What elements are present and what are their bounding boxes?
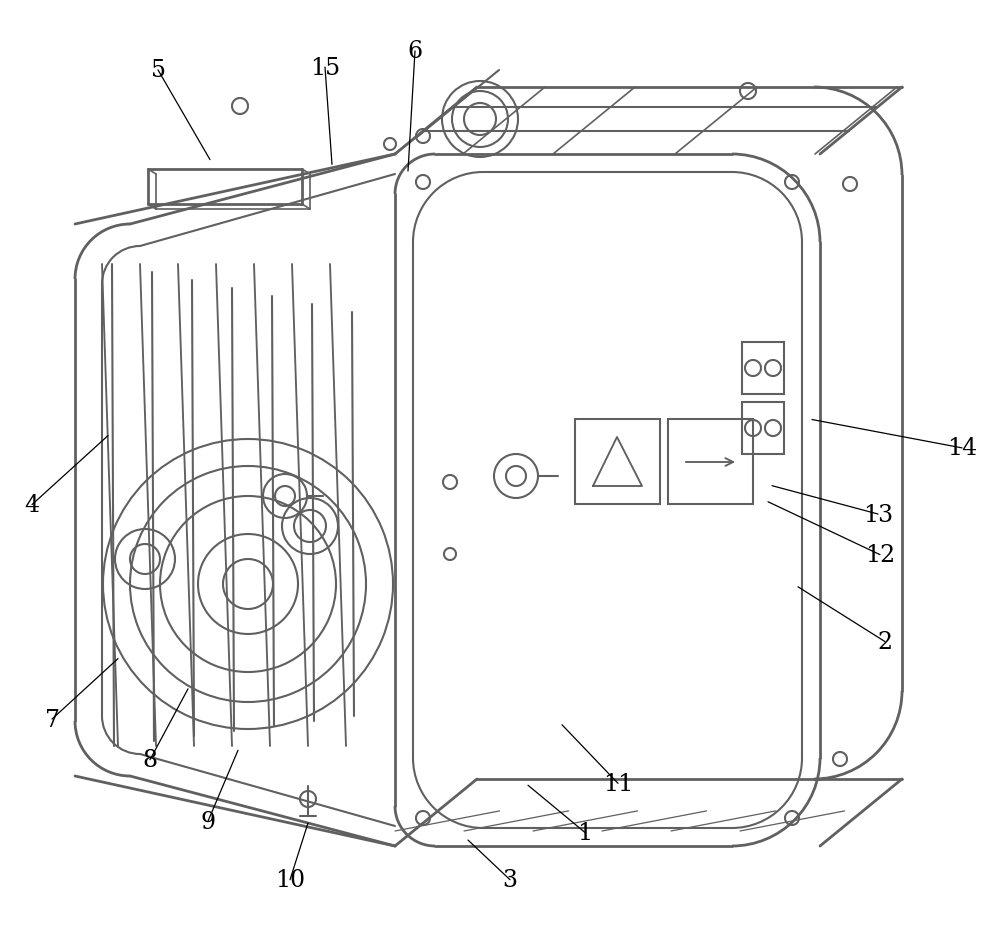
Text: 14: 14: [947, 437, 977, 460]
Text: 7: 7: [45, 708, 60, 731]
Text: 5: 5: [151, 59, 166, 82]
Text: 4: 4: [24, 494, 40, 516]
Text: 3: 3: [503, 868, 518, 891]
Text: 13: 13: [863, 503, 893, 526]
Text: 15: 15: [310, 57, 340, 79]
Bar: [668, 419, 753, 504]
Text: 6: 6: [407, 41, 423, 63]
Text: 11: 11: [603, 772, 633, 795]
Text: 12: 12: [865, 544, 895, 566]
Text: 1: 1: [577, 821, 593, 844]
Bar: [575, 419, 660, 504]
Text: 8: 8: [142, 749, 158, 771]
Bar: [742, 343, 784, 395]
Bar: [742, 402, 784, 454]
Text: 2: 2: [877, 631, 893, 653]
Text: 9: 9: [200, 810, 216, 833]
Text: 10: 10: [275, 868, 305, 891]
